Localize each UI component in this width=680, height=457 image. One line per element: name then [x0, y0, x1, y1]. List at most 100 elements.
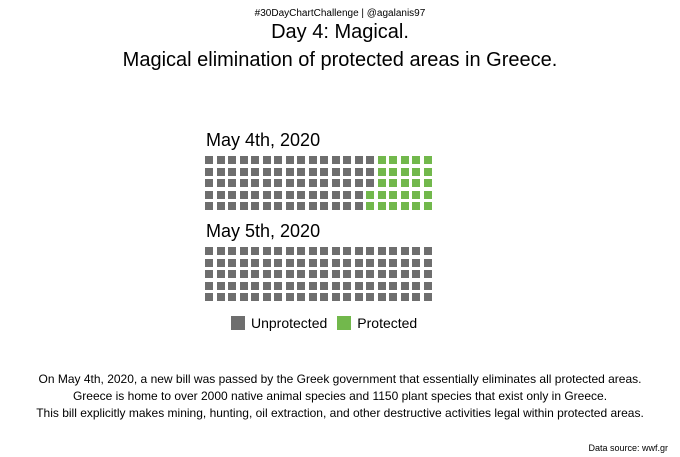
waffle-cell-unprotected	[354, 247, 363, 255]
waffle-cell-unprotected	[331, 167, 340, 176]
waffle-cell-unprotected	[400, 281, 409, 290]
waffle-cell-unprotected	[377, 293, 386, 301]
waffle-cell-unprotected	[354, 293, 363, 301]
waffle-cell-protected	[377, 167, 386, 176]
legend-swatch-unprotected	[231, 316, 245, 330]
waffle-cell-unprotected	[412, 258, 420, 267]
waffle-cell-unprotected	[285, 202, 294, 210]
waffle-cell-unprotected	[320, 293, 328, 301]
waffle-cell-unprotected	[297, 202, 305, 210]
waffle-cell-unprotected	[423, 270, 432, 278]
waffle-cell-unprotected	[205, 167, 213, 176]
waffle-cell-unprotected	[389, 293, 397, 301]
waffle-cell-protected	[423, 190, 432, 199]
chart-subtitle: Magical elimination of protected areas i…	[122, 49, 558, 71]
waffle-cell-unprotected	[228, 281, 236, 290]
waffle-cell-unprotected	[285, 179, 294, 187]
waffle-cell-unprotected	[239, 247, 248, 255]
waffle-cell-protected	[400, 190, 409, 199]
waffle-cell-protected	[412, 179, 420, 187]
waffle-cell-unprotected	[354, 281, 363, 290]
waffle-cell-unprotected	[400, 293, 409, 301]
waffle-cell-unprotected	[216, 156, 225, 164]
waffle-cell-unprotected	[285, 190, 294, 199]
waffle-cell-unprotected	[262, 258, 271, 267]
waffle-cell-unprotected	[205, 190, 213, 199]
waffle-cell-unprotected	[308, 202, 317, 210]
waffle-cell-unprotected	[251, 281, 259, 290]
waffle-cell-unprotected	[251, 190, 259, 199]
waffle-cell-unprotected	[205, 156, 213, 164]
waffle-cell-unprotected	[320, 281, 328, 290]
waffle-cell-unprotected	[285, 167, 294, 176]
waffle-cell-unprotected	[366, 247, 374, 255]
waffle-cell-unprotected	[412, 270, 420, 278]
waffle-cell-unprotected	[251, 270, 259, 278]
waffle-cell-unprotected	[331, 202, 340, 210]
waffle-cell-unprotected	[239, 167, 248, 176]
waffle-cell-unprotected	[354, 202, 363, 210]
waffle-cell-protected	[389, 179, 397, 187]
caption-line-2: Greece is home to over 2000 native anima…	[72, 389, 608, 403]
waffle-cell-unprotected	[239, 293, 248, 301]
waffle-cell-unprotected	[366, 270, 374, 278]
waffle-cell-protected	[377, 202, 386, 210]
waffle-cell-unprotected	[354, 270, 363, 278]
waffle-cell-protected	[377, 156, 386, 164]
waffle-cell-unprotected	[320, 179, 328, 187]
waffle-cell-unprotected	[216, 202, 225, 210]
waffle-cell-unprotected	[285, 156, 294, 164]
waffle-cell-unprotected	[366, 179, 374, 187]
waffle-cell-unprotected	[228, 190, 236, 199]
caption: On May 4th, 2020, a new bill was passed …	[0, 371, 680, 422]
waffle-cell-unprotected	[262, 179, 271, 187]
waffle-cell-unprotected	[343, 281, 351, 290]
waffle-cell-unprotected	[216, 247, 225, 255]
waffle-cell-unprotected	[239, 281, 248, 290]
waffle-cell-unprotected	[228, 258, 236, 267]
waffle-cell-unprotected	[423, 281, 432, 290]
waffle-cell-protected	[389, 156, 397, 164]
waffle-cell-unprotected	[274, 202, 282, 210]
waffle-cell-unprotected	[205, 202, 213, 210]
waffle-cell-unprotected	[239, 190, 248, 199]
caption-line-3: This bill explicitly makes mining, hunti…	[36, 406, 644, 420]
waffle-cell-unprotected	[205, 293, 213, 301]
waffle-cell-unprotected	[205, 247, 213, 255]
waffle-cell-unprotected	[274, 167, 282, 176]
waffle-cell-unprotected	[262, 270, 271, 278]
caption-line-1: On May 4th, 2020, a new bill was passed …	[38, 372, 642, 386]
waffle-cell-unprotected	[331, 156, 340, 164]
waffle-cell-unprotected	[366, 281, 374, 290]
legend-label-unprotected: Unprotected	[251, 315, 328, 331]
waffle-cell-unprotected	[354, 156, 363, 164]
waffle-cell-unprotected	[262, 293, 271, 301]
waffle-cell-unprotected	[297, 190, 305, 199]
waffle-cell-unprotected	[308, 247, 317, 255]
legend-item-protected: Protected	[337, 315, 417, 331]
waffle-cell-unprotected	[423, 293, 432, 301]
waffle-cell-protected	[423, 202, 432, 210]
legend-item-unprotected: Unprotected	[231, 315, 327, 331]
waffle-cell-unprotected	[389, 247, 397, 255]
waffle-cell-unprotected	[331, 247, 340, 255]
waffle-cell-unprotected	[343, 247, 351, 255]
waffle-cell-protected	[389, 190, 397, 199]
waffle-cell-unprotected	[274, 156, 282, 164]
waffle-cell-unprotected	[285, 270, 294, 278]
waffle-cell-unprotected	[228, 293, 236, 301]
waffle-cell-unprotected	[366, 258, 374, 267]
waffle-cell-unprotected	[216, 281, 225, 290]
waffle-cell-unprotected	[274, 293, 282, 301]
waffle-cell-unprotected	[216, 179, 225, 187]
waffle-cell-protected	[400, 202, 409, 210]
waffle-cell-protected	[400, 156, 409, 164]
waffle-cell-unprotected	[320, 190, 328, 199]
waffle-cell-unprotected	[228, 270, 236, 278]
waffle-cell-unprotected	[216, 258, 225, 267]
panel-title-may-4: May 4th, 2020	[206, 130, 321, 150]
waffle-cell-unprotected	[308, 281, 317, 290]
waffle-cell-unprotected	[354, 190, 363, 199]
waffle-cell-unprotected	[262, 202, 271, 210]
waffle-cell-protected	[423, 156, 432, 164]
